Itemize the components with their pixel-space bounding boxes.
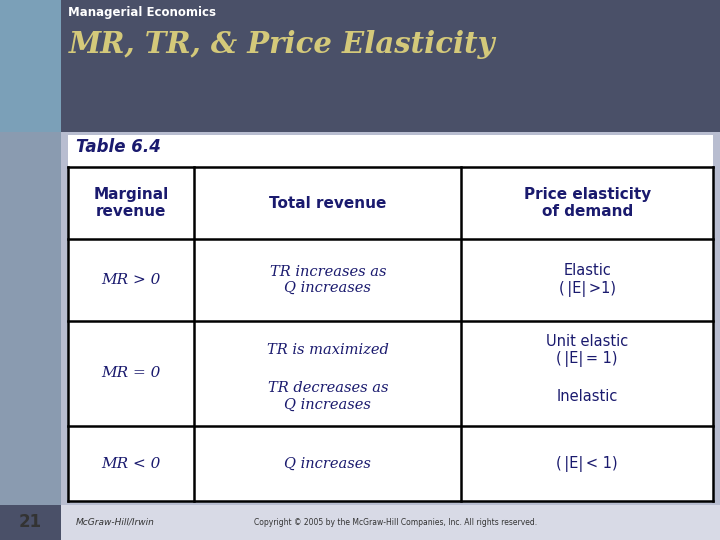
Text: Price elasticity
of demand: Price elasticity of demand [523, 187, 651, 219]
Text: Q increases: Q increases [284, 457, 372, 470]
Text: Elastic
( |E| >1): Elastic ( |E| >1) [559, 264, 616, 297]
Text: Inelastic: Inelastic [557, 389, 618, 404]
FancyBboxPatch shape [0, 0, 61, 132]
Text: Copyright © 2005 by the McGraw-Hill Companies, Inc. All rights reserved.: Copyright © 2005 by the McGraw-Hill Comp… [254, 518, 538, 527]
Text: MR < 0: MR < 0 [102, 457, 161, 470]
Text: 21: 21 [19, 514, 42, 531]
Text: McGraw-Hill/Irwin: McGraw-Hill/Irwin [76, 518, 155, 527]
FancyBboxPatch shape [0, 505, 61, 540]
Text: TR is maximized: TR is maximized [267, 343, 389, 357]
FancyBboxPatch shape [68, 135, 713, 502]
FancyBboxPatch shape [61, 505, 720, 540]
Text: Table 6.4: Table 6.4 [76, 138, 161, 156]
Text: Unit elastic
( |E| = 1): Unit elastic ( |E| = 1) [546, 334, 629, 367]
Text: TR increases as
Q increases: TR increases as Q increases [269, 265, 386, 295]
Text: Managerial Economics: Managerial Economics [68, 6, 217, 19]
Text: MR > 0: MR > 0 [102, 273, 161, 287]
Text: MR = 0: MR = 0 [102, 367, 161, 381]
Text: Marginal
revenue: Marginal revenue [94, 187, 169, 219]
Text: MR, TR, & Price Elasticity: MR, TR, & Price Elasticity [68, 30, 495, 59]
Text: Total revenue: Total revenue [269, 196, 387, 211]
Text: TR decreases as
Q increases: TR decreases as Q increases [268, 381, 388, 411]
Text: ( |E| < 1): ( |E| < 1) [557, 456, 618, 471]
FancyBboxPatch shape [0, 0, 61, 540]
FancyBboxPatch shape [0, 0, 720, 132]
